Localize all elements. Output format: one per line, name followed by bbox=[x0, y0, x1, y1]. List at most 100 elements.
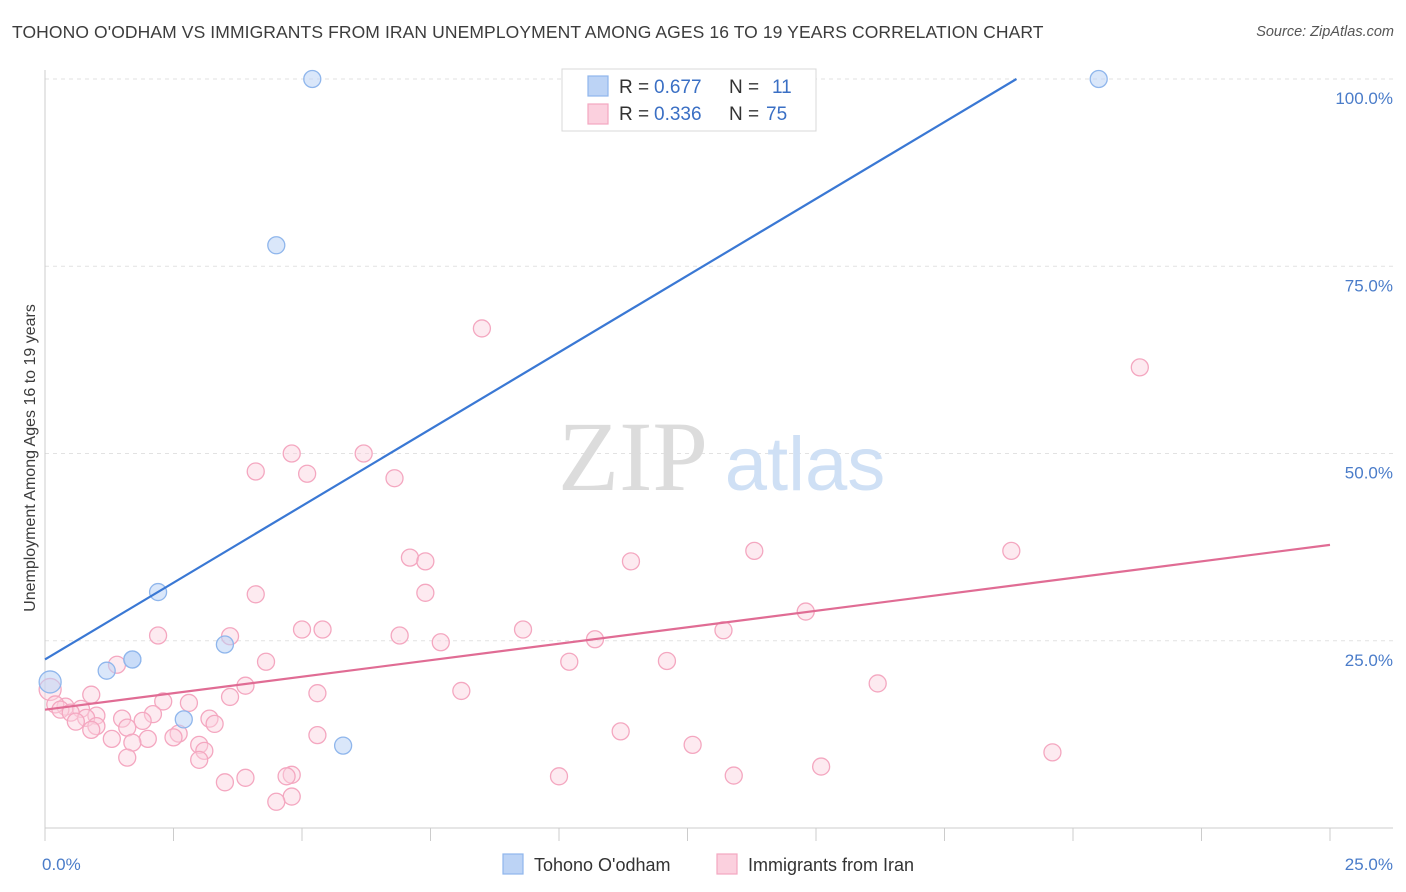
data-point-iran bbox=[220, 687, 240, 707]
data-point-iran bbox=[297, 464, 317, 483]
data-point-iran bbox=[246, 585, 265, 604]
data-point-iran bbox=[724, 766, 743, 785]
bottom-legend-swatch-tohono bbox=[502, 853, 524, 875]
data-point-iran bbox=[313, 620, 332, 639]
data-point-iran bbox=[683, 735, 702, 755]
data-point-iran bbox=[400, 548, 420, 567]
legend-n-value-tohono: 11 bbox=[772, 77, 792, 98]
data-point-iran bbox=[868, 674, 887, 693]
data-point-tohono bbox=[123, 650, 142, 669]
data-point-iran bbox=[560, 652, 579, 671]
data-point-iran bbox=[1130, 358, 1149, 377]
data-point-iran bbox=[549, 767, 569, 786]
series-iran-points bbox=[38, 319, 1149, 811]
data-point-iran bbox=[390, 626, 409, 645]
source-label: Source: ZipAtlas.com bbox=[1256, 24, 1394, 40]
data-point-iran bbox=[205, 714, 224, 734]
trend-line-iran bbox=[44, 543, 1331, 711]
data-point-iran bbox=[66, 712, 85, 731]
y-tick-label: 50.0% bbox=[1345, 464, 1393, 483]
data-point-iran bbox=[745, 541, 764, 561]
data-point-iran bbox=[112, 709, 132, 728]
bottom-legend-label-tohono: Tohono O'odham bbox=[534, 855, 671, 875]
data-point-tohono bbox=[1089, 69, 1108, 89]
data-point-iran bbox=[282, 444, 301, 463]
legend-swatch-tohono bbox=[587, 75, 609, 97]
data-point-iran bbox=[308, 725, 327, 745]
data-point-iran bbox=[148, 626, 168, 645]
data-point-iran bbox=[236, 768, 255, 787]
x-tick-labels: 0.0% 25.0% bbox=[42, 855, 1393, 874]
data-point-iran bbox=[164, 728, 183, 747]
data-point-iran bbox=[811, 757, 831, 776]
data-point-iran bbox=[416, 583, 435, 602]
data-point-iran bbox=[256, 652, 276, 671]
watermark-atlas: atlas bbox=[725, 422, 886, 507]
data-point-iran bbox=[1043, 743, 1062, 762]
y-tick-labels: 25.0% 50.0% 75.0% 100.0% bbox=[1335, 89, 1393, 670]
legend-r-value-iran: 0.336 bbox=[654, 104, 702, 125]
data-point-iran bbox=[1002, 541, 1021, 561]
axes bbox=[44, 70, 1393, 841]
data-point-iran bbox=[267, 792, 286, 811]
data-point-iran bbox=[82, 720, 101, 740]
trend-lines bbox=[44, 78, 1331, 711]
data-point-tohono bbox=[303, 69, 322, 89]
data-point-tohono bbox=[333, 736, 353, 755]
data-point-iran bbox=[190, 750, 209, 769]
bottom-legend: Tohono O'odham Immigrants from Iran bbox=[502, 853, 914, 875]
x-tick-label-max: 25.0% bbox=[1345, 855, 1393, 874]
watermark: ZIP atlas bbox=[558, 401, 885, 512]
legend-r-value-tohono: 0.677 bbox=[654, 77, 702, 98]
data-point-iran bbox=[431, 633, 450, 652]
data-point-iran bbox=[102, 729, 121, 749]
watermark-zip: ZIP bbox=[558, 401, 708, 512]
x-tick-label-min: 0.0% bbox=[42, 855, 81, 874]
gridlines bbox=[45, 78, 1393, 642]
series-tohono-points bbox=[38, 69, 1108, 755]
trend-line-tohono bbox=[44, 78, 1018, 661]
data-point-iran bbox=[308, 684, 327, 703]
data-point-iran bbox=[472, 319, 492, 338]
data-point-iran bbox=[621, 552, 641, 571]
data-point-iran bbox=[292, 620, 312, 639]
data-point-tohono bbox=[38, 670, 62, 694]
legend-n-label-iran: N = bbox=[729, 104, 759, 125]
data-point-tohono bbox=[215, 635, 235, 654]
data-point-iran bbox=[354, 444, 373, 463]
data-point-iran bbox=[179, 693, 199, 713]
data-point-iran bbox=[215, 773, 235, 792]
data-point-tohono bbox=[174, 710, 193, 729]
bottom-legend-swatch-iran bbox=[716, 853, 738, 875]
chart-title: TOHONO O'ODHAM VS IMMIGRANTS FROM IRAN U… bbox=[12, 22, 1044, 42]
legend-r-label-tohono: R = bbox=[619, 77, 649, 98]
data-point-iran bbox=[200, 709, 219, 728]
legend-r-label-iran: R = bbox=[619, 104, 649, 125]
y-axis-title: Unemployment Among Ages 16 to 19 years bbox=[22, 304, 39, 612]
data-point-iran bbox=[282, 787, 301, 806]
legend-n-label-tohono: N = bbox=[729, 77, 759, 98]
y-tick-label: 25.0% bbox=[1345, 651, 1393, 670]
data-point-iran bbox=[154, 692, 173, 711]
data-point-iran bbox=[138, 729, 157, 749]
data-point-iran bbox=[118, 748, 137, 767]
y-tick-label: 75.0% bbox=[1345, 276, 1393, 295]
data-point-iran bbox=[277, 767, 296, 786]
data-point-iran bbox=[452, 681, 471, 701]
data-point-iran bbox=[133, 711, 152, 731]
y-tick-label: 100.0% bbox=[1335, 89, 1393, 108]
data-point-iran bbox=[611, 722, 630, 741]
legend-n-value-iran: 75 bbox=[766, 104, 787, 125]
data-point-iran bbox=[246, 462, 265, 481]
data-point-iran bbox=[657, 651, 677, 671]
data-point-tohono bbox=[267, 236, 286, 255]
data-point-tohono bbox=[97, 661, 116, 680]
data-point-iran bbox=[82, 685, 101, 704]
data-point-iran bbox=[416, 552, 435, 571]
data-point-iran bbox=[143, 705, 163, 724]
legend-box: R = 0.677 N = 11 R = 0.336 N = 75 bbox=[561, 68, 817, 132]
data-point-iran bbox=[385, 469, 404, 488]
bottom-legend-label-iran: Immigrants from Iran bbox=[748, 855, 914, 875]
legend-swatch-iran bbox=[587, 103, 609, 125]
